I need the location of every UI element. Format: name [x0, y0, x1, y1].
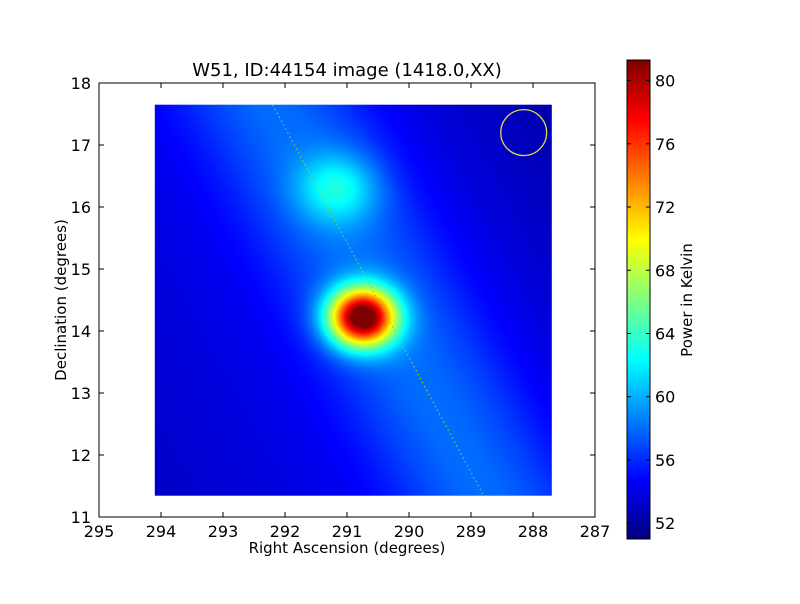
colorbar-tick-label: 80: [655, 72, 675, 91]
x-tick-label: 295: [84, 522, 115, 541]
heatmap-raster: [154, 104, 552, 496]
colorbar-tick-label: 68: [655, 261, 675, 280]
colorbar-tick-label: 52: [655, 514, 675, 533]
y-tick-label: 16: [71, 198, 91, 217]
x-tick-label: 294: [146, 522, 177, 541]
colorbar-ticks: 52 56 60 64 68 72 76 80: [627, 72, 675, 533]
x-tick-label: 292: [270, 522, 301, 541]
heatmap-image: [154, 104, 552, 496]
x-axis-label: Right Ascension (degrees): [249, 539, 446, 557]
x-tick-label: 288: [518, 522, 549, 541]
y-tick-label: 14: [71, 322, 91, 341]
y-tick-label: 11: [71, 508, 91, 527]
y-tick-label: 18: [71, 74, 91, 93]
y-tick-label: 17: [71, 136, 91, 155]
y-tick-label: 15: [71, 260, 91, 279]
x-tick-label: 290: [394, 522, 425, 541]
x-tick-label: 293: [208, 522, 239, 541]
colorbar-label: Power in Kelvin: [678, 243, 696, 357]
x-tick-label: 287: [580, 522, 611, 541]
x-axis: 295 294 293 292 291 290 289 288 287: [84, 83, 611, 541]
beam-circle: [500, 109, 548, 157]
colorbar-tick-label: 60: [655, 388, 675, 407]
y-tick-label: 13: [71, 384, 91, 403]
galactic-plane-line: [272, 104, 484, 496]
x-tick-label: 289: [456, 522, 487, 541]
x-tick-label: 291: [332, 522, 363, 541]
colorbar-tick-label: 64: [655, 324, 675, 343]
colorbar-tick-label: 72: [655, 198, 675, 217]
colorbar: [626, 59, 651, 540]
colorbar-tick-label: 56: [655, 451, 675, 470]
y-tick-label: 12: [71, 446, 91, 465]
y-axis-label: Declination (degrees): [52, 219, 70, 381]
chart-title: W51, ID:44154 image (1418.0,XX): [192, 60, 502, 81]
y-axis: 11 12 13 14 15 16 17 18: [71, 74, 595, 527]
overlay-layer: [272, 104, 548, 496]
colorbar-tick-label: 76: [655, 135, 675, 154]
